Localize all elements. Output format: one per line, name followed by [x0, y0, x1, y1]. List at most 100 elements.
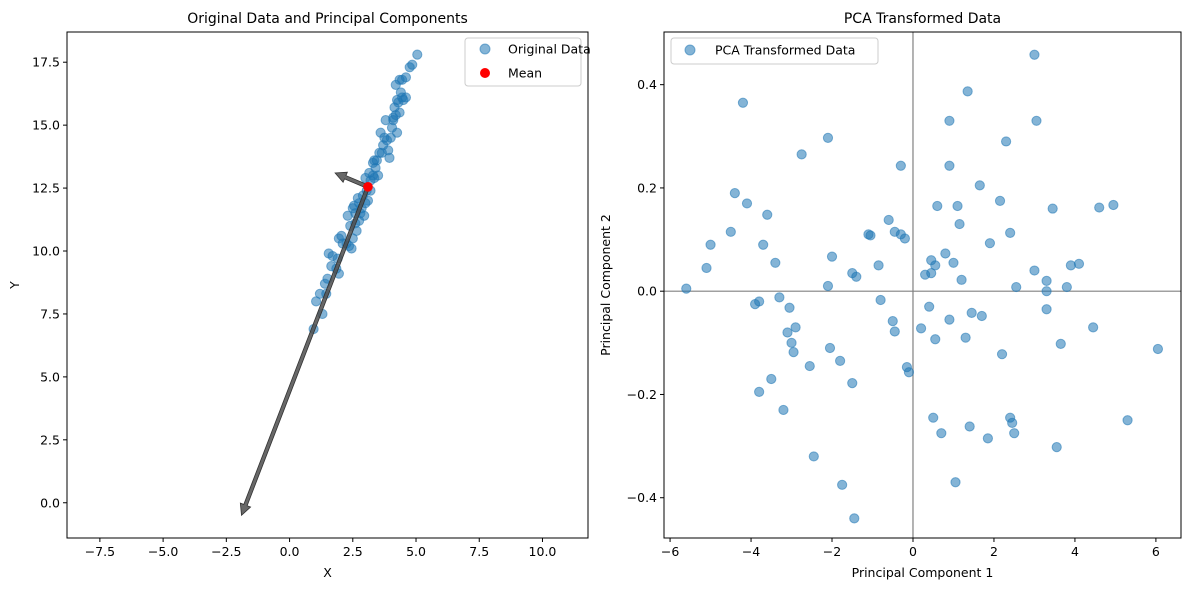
data-point: [770, 257, 781, 268]
data-point: [1122, 415, 1133, 426]
data-point: [784, 302, 795, 313]
data-point: [982, 433, 993, 444]
data-point: [924, 301, 935, 312]
data-point: [926, 268, 937, 279]
data-point: [944, 314, 955, 325]
data-point: [1029, 49, 1040, 60]
data-point: [849, 513, 860, 524]
data-point: [875, 294, 886, 306]
data-point: [796, 149, 807, 160]
right-plot-background: [664, 32, 1181, 538]
data-point: [701, 262, 712, 274]
data-point: [394, 107, 405, 118]
x-tick-label: 0.0: [280, 544, 300, 559]
data-point: [1108, 199, 1119, 211]
data-point: [782, 327, 793, 338]
data-point: [976, 310, 987, 322]
mean-point: [363, 182, 373, 192]
legend-label-mean: Mean: [508, 66, 542, 81]
data-point: [394, 74, 405, 85]
data-point: [766, 373, 777, 385]
left-mean-point: [363, 182, 373, 192]
data-point: [346, 243, 357, 254]
data-point: [725, 226, 736, 237]
data-point: [952, 200, 963, 212]
data-point: [936, 428, 947, 439]
data-point: [412, 49, 423, 60]
y-tick-label: 7.5: [40, 306, 60, 321]
principal-component-arrow: [239, 185, 371, 517]
data-point: [372, 170, 384, 181]
data-point: [778, 404, 789, 416]
x-tick-label: 7.5: [469, 544, 489, 559]
data-point: [1088, 322, 1099, 333]
data-point: [1094, 202, 1105, 213]
data-point: [1007, 417, 1018, 428]
right-chart-title: PCA Transformed Data: [844, 11, 1001, 27]
data-point: [932, 200, 943, 212]
data-point: [1029, 265, 1040, 276]
right-data-points: [681, 49, 1164, 524]
data-point: [873, 260, 884, 271]
left-principal-vectors: [239, 171, 371, 517]
right-legend: PCA Transformed Data: [670, 37, 879, 65]
y-tick-label: 0.2: [637, 180, 657, 195]
data-point: [754, 296, 765, 307]
right-plot-area: [664, 32, 1181, 538]
right-x-ticks: −6 −4 −2 0 2 4 6: [661, 538, 1160, 559]
data-point: [1051, 442, 1062, 453]
right-x-axis-label: Principal Component 1: [852, 565, 994, 580]
legend-label-pca-data: PCA Transformed Data: [715, 43, 855, 58]
data-point: [1047, 203, 1058, 214]
data-point: [956, 274, 967, 285]
left-y-axis-label: Y: [7, 281, 22, 290]
left-chart-title: Original Data and Principal Components: [187, 11, 468, 27]
data-point: [786, 337, 797, 348]
left-x-ticks: −7.5 −5.0 −2.5 0.0 2.5 5.0 7.5 10.0: [85, 538, 556, 559]
data-point: [1031, 115, 1042, 126]
data-point: [962, 86, 973, 97]
x-tick-label: 4: [1071, 544, 1079, 559]
y-tick-label: 0.4: [637, 77, 657, 92]
x-tick-label: −2: [823, 544, 841, 559]
data-point: [762, 209, 773, 220]
y-tick-label: 5.0: [40, 369, 60, 384]
data-point: [1041, 275, 1052, 286]
y-tick-label: 0.0: [40, 495, 60, 510]
y-tick-label: −0.2: [627, 387, 657, 402]
data-point: [400, 92, 412, 103]
x-tick-label: 6: [1152, 544, 1160, 559]
data-point: [930, 334, 941, 345]
data-point: [851, 271, 862, 282]
data-point: [1061, 281, 1072, 293]
data-point: [974, 180, 985, 191]
data-point: [1001, 136, 1012, 147]
data-point: [889, 326, 900, 337]
data-point: [928, 412, 939, 423]
y-tick-label: 10.0: [32, 244, 60, 259]
legend-marker-pca-data: [684, 44, 696, 56]
data-point: [1065, 260, 1076, 271]
data-point: [824, 342, 836, 354]
data-point: [899, 233, 910, 244]
data-point: [903, 367, 915, 378]
data-point: [930, 260, 941, 271]
y-tick-label: 12.5: [32, 181, 60, 196]
data-point: [741, 198, 753, 209]
x-tick-label: −2.5: [211, 544, 241, 559]
x-tick-label: 2: [990, 544, 998, 559]
data-point: [705, 239, 716, 250]
data-point: [1055, 338, 1066, 349]
data-point: [1041, 286, 1052, 297]
x-tick-label: 0: [909, 544, 917, 559]
data-point: [384, 152, 395, 163]
data-point: [835, 355, 846, 366]
data-point: [822, 132, 834, 143]
data-point: [808, 451, 819, 462]
data-point: [1005, 227, 1016, 238]
x-tick-label: −5.0: [148, 544, 178, 559]
data-point: [996, 349, 1008, 360]
data-point: [788, 347, 799, 358]
data-point: [994, 195, 1006, 206]
data-point: [1073, 258, 1085, 269]
